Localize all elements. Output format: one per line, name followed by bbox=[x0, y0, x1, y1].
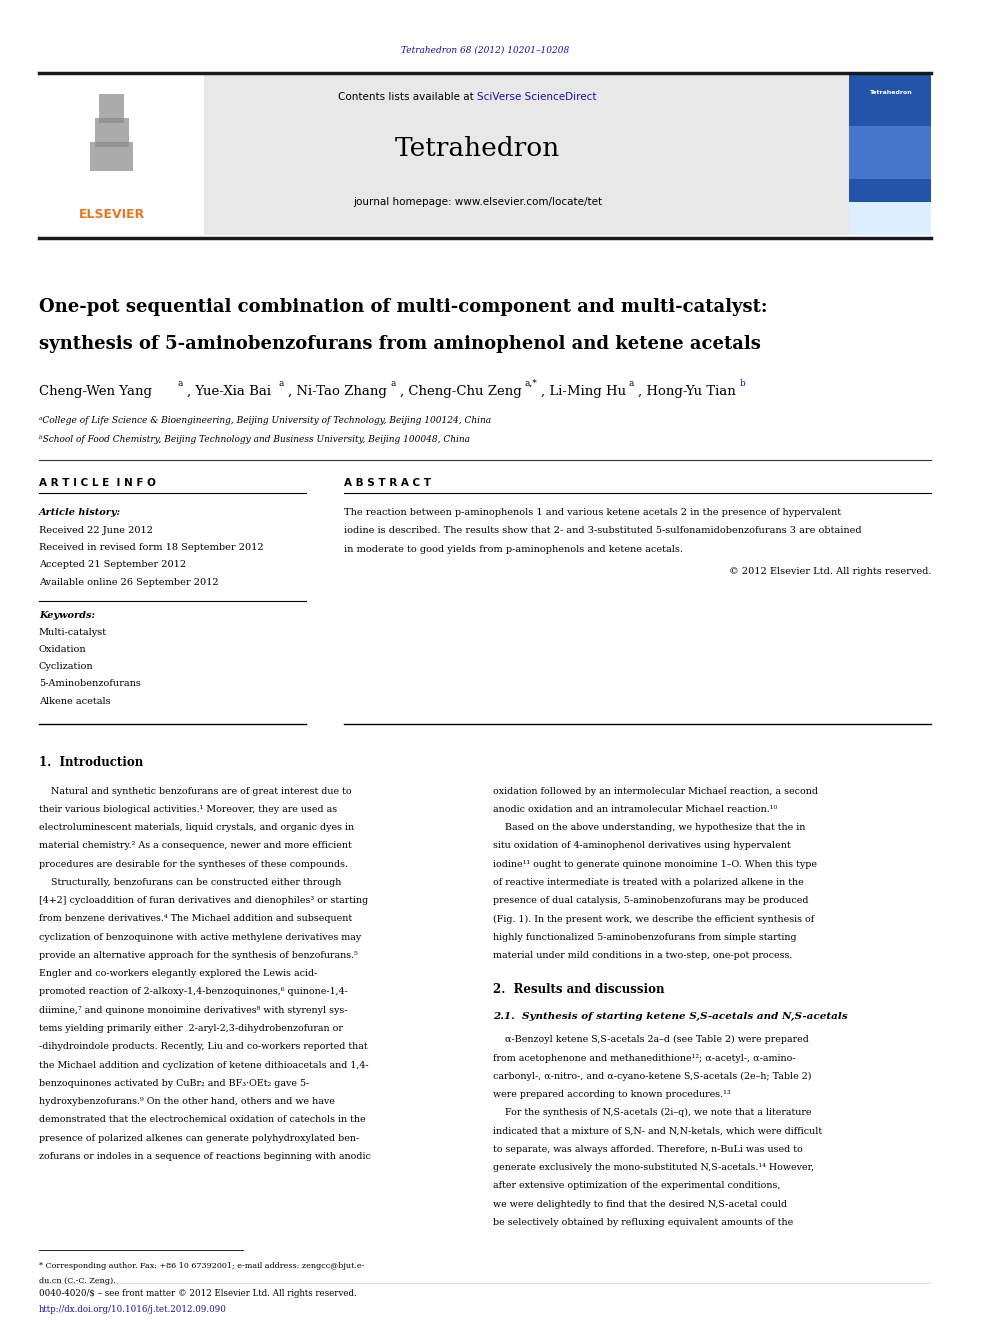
FancyBboxPatch shape bbox=[849, 74, 931, 235]
Text: cyclization of benzoquinone with active methylene derivatives may: cyclization of benzoquinone with active … bbox=[39, 933, 361, 942]
Text: oxidation followed by an intermolecular Michael reaction, a second: oxidation followed by an intermolecular … bbox=[493, 787, 817, 795]
Text: material under mild conditions in a two-step, one-pot process.: material under mild conditions in a two-… bbox=[493, 951, 793, 960]
Text: a: a bbox=[279, 380, 284, 388]
Text: material chemistry.² As a consequence, newer and more efficient: material chemistry.² As a consequence, n… bbox=[39, 841, 351, 851]
Text: , Li-Ming Hu: , Li-Ming Hu bbox=[542, 385, 627, 398]
Text: situ oxidation of 4-aminophenol derivatives using hypervalent: situ oxidation of 4-aminophenol derivati… bbox=[493, 841, 791, 851]
Text: Article history:: Article history: bbox=[39, 508, 121, 516]
Text: Cyclization: Cyclization bbox=[39, 663, 93, 671]
Text: to separate, was always afforded. Therefore, n-BuLi was used to: to separate, was always afforded. Theref… bbox=[493, 1144, 803, 1154]
Text: Keywords:: Keywords: bbox=[39, 611, 95, 619]
Text: provide an alternative approach for the synthesis of benzofurans.⁵: provide an alternative approach for the … bbox=[39, 951, 358, 960]
Text: http://dx.doi.org/10.1016/j.tet.2012.09.090: http://dx.doi.org/10.1016/j.tet.2012.09.… bbox=[39, 1306, 227, 1314]
Text: ELSEVIER: ELSEVIER bbox=[78, 208, 145, 221]
Text: electroluminescent materials, liquid crystals, and organic dyes in: electroluminescent materials, liquid cry… bbox=[39, 823, 354, 832]
Text: Tetrahedron: Tetrahedron bbox=[869, 90, 912, 95]
Text: from benzene derivatives.⁴ The Michael addition and subsequent: from benzene derivatives.⁴ The Michael a… bbox=[39, 914, 352, 923]
Text: Oxidation: Oxidation bbox=[39, 646, 86, 654]
Text: indicated that a mixture of S,N- and N,N-ketals, which were difficult: indicated that a mixture of S,N- and N,N… bbox=[493, 1127, 822, 1135]
Text: -dihydroindole products. Recently, Liu and co-workers reported that: -dihydroindole products. Recently, Liu a… bbox=[39, 1043, 367, 1052]
Text: Accepted 21 September 2012: Accepted 21 September 2012 bbox=[39, 561, 186, 569]
Text: be selectively obtained by refluxing equivalent amounts of the: be selectively obtained by refluxing equ… bbox=[493, 1218, 794, 1226]
Text: Multi-catalyst: Multi-catalyst bbox=[39, 628, 107, 636]
Text: the Michael addition and cyclization of ketene dithioacetals and 1,4-: the Michael addition and cyclization of … bbox=[39, 1061, 368, 1069]
Text: their various biological activities.¹ Moreover, they are used as: their various biological activities.¹ Mo… bbox=[39, 804, 337, 814]
Text: (Fig. 1). In the present work, we describe the efficient synthesis of: (Fig. 1). In the present work, we descri… bbox=[493, 914, 814, 923]
Text: presence of polarized alkenes can generate polyhydroxylated ben-: presence of polarized alkenes can genera… bbox=[39, 1134, 359, 1143]
Text: α-Benzoyl ketene S,S-acetals 2a–d (see Table 2) were prepared: α-Benzoyl ketene S,S-acetals 2a–d (see T… bbox=[493, 1036, 808, 1044]
Text: Alkene acetals: Alkene acetals bbox=[39, 697, 110, 705]
Text: hydroxybenzofurans.⁹ On the other hand, others and we have: hydroxybenzofurans.⁹ On the other hand, … bbox=[39, 1097, 334, 1106]
Text: presence of dual catalysis, 5-aminobenzofurans may be produced: presence of dual catalysis, 5-aminobenzo… bbox=[493, 896, 808, 905]
Text: Available online 26 September 2012: Available online 26 September 2012 bbox=[39, 578, 218, 586]
Text: © 2012 Elsevier Ltd. All rights reserved.: © 2012 Elsevier Ltd. All rights reserved… bbox=[729, 568, 931, 576]
Text: , Yue-Xia Bai: , Yue-Xia Bai bbox=[187, 385, 271, 398]
FancyBboxPatch shape bbox=[89, 142, 133, 171]
Text: synthesis of 5-aminobenzofurans from aminophenol and ketene acetals: synthesis of 5-aminobenzofurans from ami… bbox=[39, 335, 761, 353]
Text: were prepared according to known procedures.¹³: were prepared according to known procedu… bbox=[493, 1090, 731, 1099]
Text: after extensive optimization of the experimental conditions,: after extensive optimization of the expe… bbox=[493, 1181, 781, 1191]
Text: iodine is described. The results show that 2- and 3-substituted 5-sulfonamidoben: iodine is described. The results show th… bbox=[344, 527, 862, 534]
Text: 1.  Introduction: 1. Introduction bbox=[39, 755, 143, 769]
Text: of reactive intermediate is treated with a polarized alkene in the: of reactive intermediate is treated with… bbox=[493, 878, 804, 886]
Text: benzoquinones activated by CuBr₂ and BF₃·OEt₂ gave 5-: benzoquinones activated by CuBr₂ and BF₃… bbox=[39, 1078, 310, 1088]
Text: a: a bbox=[629, 380, 634, 388]
FancyBboxPatch shape bbox=[39, 74, 203, 235]
Text: demonstrated that the electrochemical oxidation of catechols in the: demonstrated that the electrochemical ox… bbox=[39, 1115, 365, 1125]
Text: Cheng-Wen Yang: Cheng-Wen Yang bbox=[39, 385, 152, 398]
Text: a: a bbox=[390, 380, 396, 388]
Text: we were delightedly to find that the desired N,S-acetal could: we were delightedly to find that the des… bbox=[493, 1200, 787, 1209]
Text: 2.1.  Synthesis of starting ketene S,S-acetals and N,S-acetals: 2.1. Synthesis of starting ketene S,S-ac… bbox=[493, 1012, 847, 1020]
FancyBboxPatch shape bbox=[99, 94, 124, 123]
FancyBboxPatch shape bbox=[849, 126, 931, 179]
Text: highly functionalized 5-aminobenzofurans from simple starting: highly functionalized 5-aminobenzofurans… bbox=[493, 933, 797, 942]
Text: The reaction between p-aminophenols 1 and various ketene acetals 2 in the presen: The reaction between p-aminophenols 1 an… bbox=[344, 508, 841, 516]
Text: * Corresponding author. Fax: +86 10 67392001; e-mail address: zengcc@bjut.e-: * Corresponding author. Fax: +86 10 6739… bbox=[39, 1262, 364, 1270]
Text: in moderate to good yields from p-aminophenols and ketene acetals.: in moderate to good yields from p-aminop… bbox=[344, 545, 683, 553]
Text: Based on the above understanding, we hypothesize that the in: Based on the above understanding, we hyp… bbox=[493, 823, 806, 832]
Text: a: a bbox=[178, 380, 183, 388]
Text: Received in revised form 18 September 2012: Received in revised form 18 September 20… bbox=[39, 544, 264, 552]
Text: A B S T R A C T: A B S T R A C T bbox=[344, 478, 432, 488]
Text: du.cn (C.-C. Zeng).: du.cn (C.-C. Zeng). bbox=[39, 1277, 115, 1285]
FancyBboxPatch shape bbox=[94, 118, 129, 147]
Text: For the synthesis of N,S-acetals (2i–q), we note that a literature: For the synthesis of N,S-acetals (2i–q),… bbox=[493, 1109, 811, 1118]
Text: , Hong-Yu Tian: , Hong-Yu Tian bbox=[639, 385, 736, 398]
Text: Received 22 June 2012: Received 22 June 2012 bbox=[39, 527, 153, 534]
Text: Structurally, benzofurans can be constructed either through: Structurally, benzofurans can be constru… bbox=[39, 878, 341, 886]
Text: , Cheng-Chu Zeng: , Cheng-Chu Zeng bbox=[400, 385, 522, 398]
Text: from acetophenone and methanedithione¹²; α-acetyl-, α-amino-: from acetophenone and methanedithione¹²;… bbox=[493, 1053, 796, 1062]
Text: 2.  Results and discussion: 2. Results and discussion bbox=[493, 983, 665, 996]
Text: ᵃCollege of Life Science & Bioengineering, Beijing University of Technology, Bei: ᵃCollege of Life Science & Bioengineerin… bbox=[39, 417, 491, 425]
Text: [4+2] cycloaddition of furan derivatives and dienophiles³ or starting: [4+2] cycloaddition of furan derivatives… bbox=[39, 896, 368, 905]
Text: diimine,⁷ and quinone monoimine derivatives⁸ with styrenyl sys-: diimine,⁷ and quinone monoimine derivati… bbox=[39, 1005, 347, 1015]
Text: generate exclusively the mono-substituted N,S-acetals.¹⁴ However,: generate exclusively the mono-substitute… bbox=[493, 1163, 814, 1172]
Text: tems yielding primarily either  2-aryl-2,3-dihydrobenzofuran or: tems yielding primarily either 2-aryl-2,… bbox=[39, 1024, 342, 1033]
FancyBboxPatch shape bbox=[39, 74, 931, 235]
FancyBboxPatch shape bbox=[849, 202, 931, 235]
Text: anodic oxidation and an intramolecular Michael reaction.¹⁰: anodic oxidation and an intramolecular M… bbox=[493, 804, 777, 814]
Text: Tetrahedron: Tetrahedron bbox=[395, 136, 560, 160]
Text: , Ni-Tao Zhang: , Ni-Tao Zhang bbox=[288, 385, 387, 398]
Text: Tetrahedron 68 (2012) 10201–10208: Tetrahedron 68 (2012) 10201–10208 bbox=[401, 46, 569, 54]
Text: promoted reaction of 2-alkoxy-1,4-benzoquinones,⁶ quinone-1,4-: promoted reaction of 2-alkoxy-1,4-benzoq… bbox=[39, 987, 347, 996]
Text: One-pot sequential combination of multi-component and multi-catalyst:: One-pot sequential combination of multi-… bbox=[39, 298, 767, 316]
Text: Engler and co-workers elegantly explored the Lewis acid-: Engler and co-workers elegantly explored… bbox=[39, 970, 317, 978]
Text: iodine¹¹ ought to generate quinone monoimine 1–O. When this type: iodine¹¹ ought to generate quinone monoi… bbox=[493, 860, 816, 869]
Text: zofurans or indoles in a sequence of reactions beginning with anodic: zofurans or indoles in a sequence of rea… bbox=[39, 1152, 371, 1160]
Text: ᵇSchool of Food Chemistry, Beijing Technology and Business University, Beijing 1: ᵇSchool of Food Chemistry, Beijing Techn… bbox=[39, 435, 470, 443]
Text: a,*: a,* bbox=[525, 380, 538, 388]
Text: Contents lists available at: Contents lists available at bbox=[338, 91, 477, 102]
Text: A R T I C L E  I N F O: A R T I C L E I N F O bbox=[39, 478, 156, 488]
Text: b: b bbox=[739, 380, 745, 388]
Text: Natural and synthetic benzofurans are of great interest due to: Natural and synthetic benzofurans are of… bbox=[39, 787, 351, 795]
Text: 5-Aminobenzofurans: 5-Aminobenzofurans bbox=[39, 680, 141, 688]
Text: procedures are desirable for the syntheses of these compounds.: procedures are desirable for the synthes… bbox=[39, 860, 348, 869]
Text: SciVerse ScienceDirect: SciVerse ScienceDirect bbox=[477, 91, 597, 102]
Text: journal homepage: www.elsevier.com/locate/tet: journal homepage: www.elsevier.com/locat… bbox=[353, 197, 602, 208]
Text: 0040-4020/$ – see front matter © 2012 Elsevier Ltd. All rights reserved.: 0040-4020/$ – see front matter © 2012 El… bbox=[39, 1290, 356, 1298]
Text: carbonyl-, α-nitro-, and α-cyano-ketene S,S-acetals (2e–h; Table 2): carbonyl-, α-nitro-, and α-cyano-ketene … bbox=[493, 1072, 811, 1081]
